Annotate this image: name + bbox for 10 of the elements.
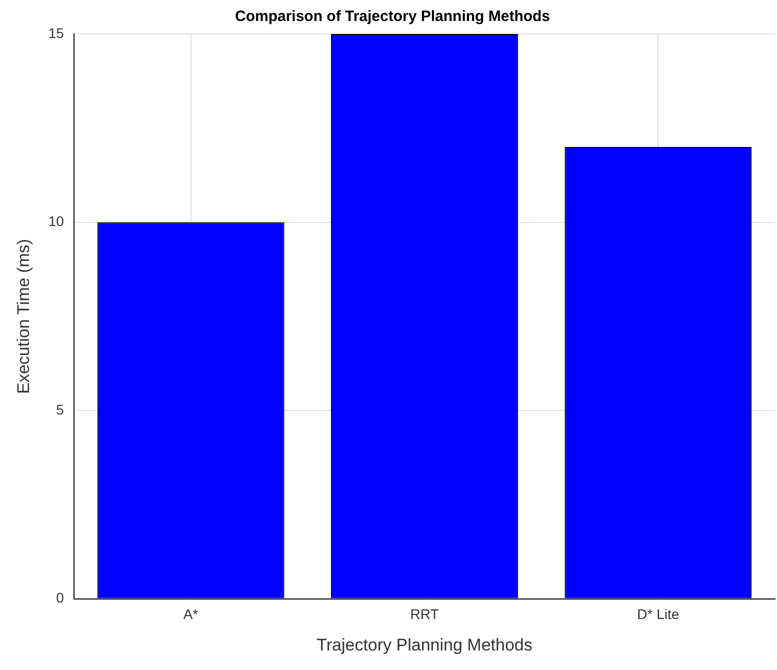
y-tick-label: 0 — [56, 590, 64, 606]
y-axis-title: Execution Time (ms) — [14, 238, 33, 394]
y-tick-label: 5 — [56, 401, 64, 418]
x-axis-title: Trajectory Planning Methods — [316, 635, 532, 654]
x-tick-label: RRT — [410, 606, 440, 622]
y-tick-label: 10 — [48, 213, 64, 230]
x-tick-label: D* Lite — [637, 606, 680, 622]
x-tick-label: A* — [183, 606, 199, 622]
chart-title: Comparison of Trajectory Planning Methods — [234, 8, 550, 26]
y-tick-label: 15 — [48, 24, 64, 41]
